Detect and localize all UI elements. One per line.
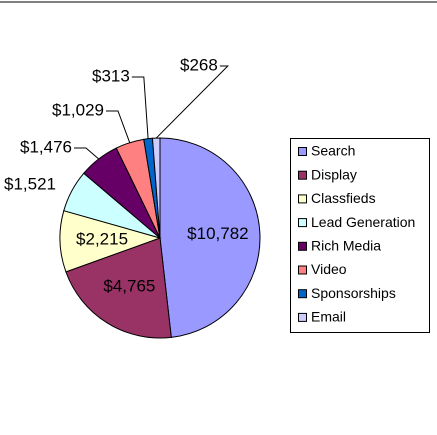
legend-label: Rich Media — [311, 238, 381, 254]
value-label: $2,215 — [76, 229, 128, 248]
legend-swatch — [298, 241, 307, 251]
leader-line — [155, 65, 230, 139]
pie-slice — [65, 237, 172, 339]
pie-slice — [151, 137, 161, 239]
pie-slice — [159, 137, 261, 338]
value-label: $1,029 — [52, 100, 104, 119]
legend-swatch — [298, 265, 307, 275]
value-label: $268 — [180, 55, 218, 74]
legend-label: Display — [311, 166, 357, 182]
legend-swatch — [298, 170, 307, 180]
legend-swatch — [298, 147, 307, 156]
leader-line — [131, 76, 149, 139]
value-label: $1,476 — [20, 137, 72, 156]
value-label: $10,782 — [187, 224, 248, 243]
value-label: $4,765 — [103, 277, 155, 296]
value-label: $313 — [92, 66, 130, 85]
legend-label: Lead Generation — [311, 214, 415, 230]
legend-swatch — [298, 194, 307, 204]
value-label: $1,521 — [4, 174, 56, 193]
leader-line — [74, 147, 100, 160]
legend-label: Search — [311, 143, 355, 159]
leader-line — [106, 110, 131, 143]
legend-swatch — [298, 312, 307, 322]
legend-label: Video — [311, 261, 347, 277]
legend-label: Classfieds — [311, 190, 376, 206]
legend-label: Email — [311, 309, 346, 325]
legend-label: Sponsorships — [311, 285, 396, 301]
legend-box — [290, 138, 430, 333]
legend-swatch — [298, 289, 307, 299]
legend-swatch — [298, 218, 307, 228]
